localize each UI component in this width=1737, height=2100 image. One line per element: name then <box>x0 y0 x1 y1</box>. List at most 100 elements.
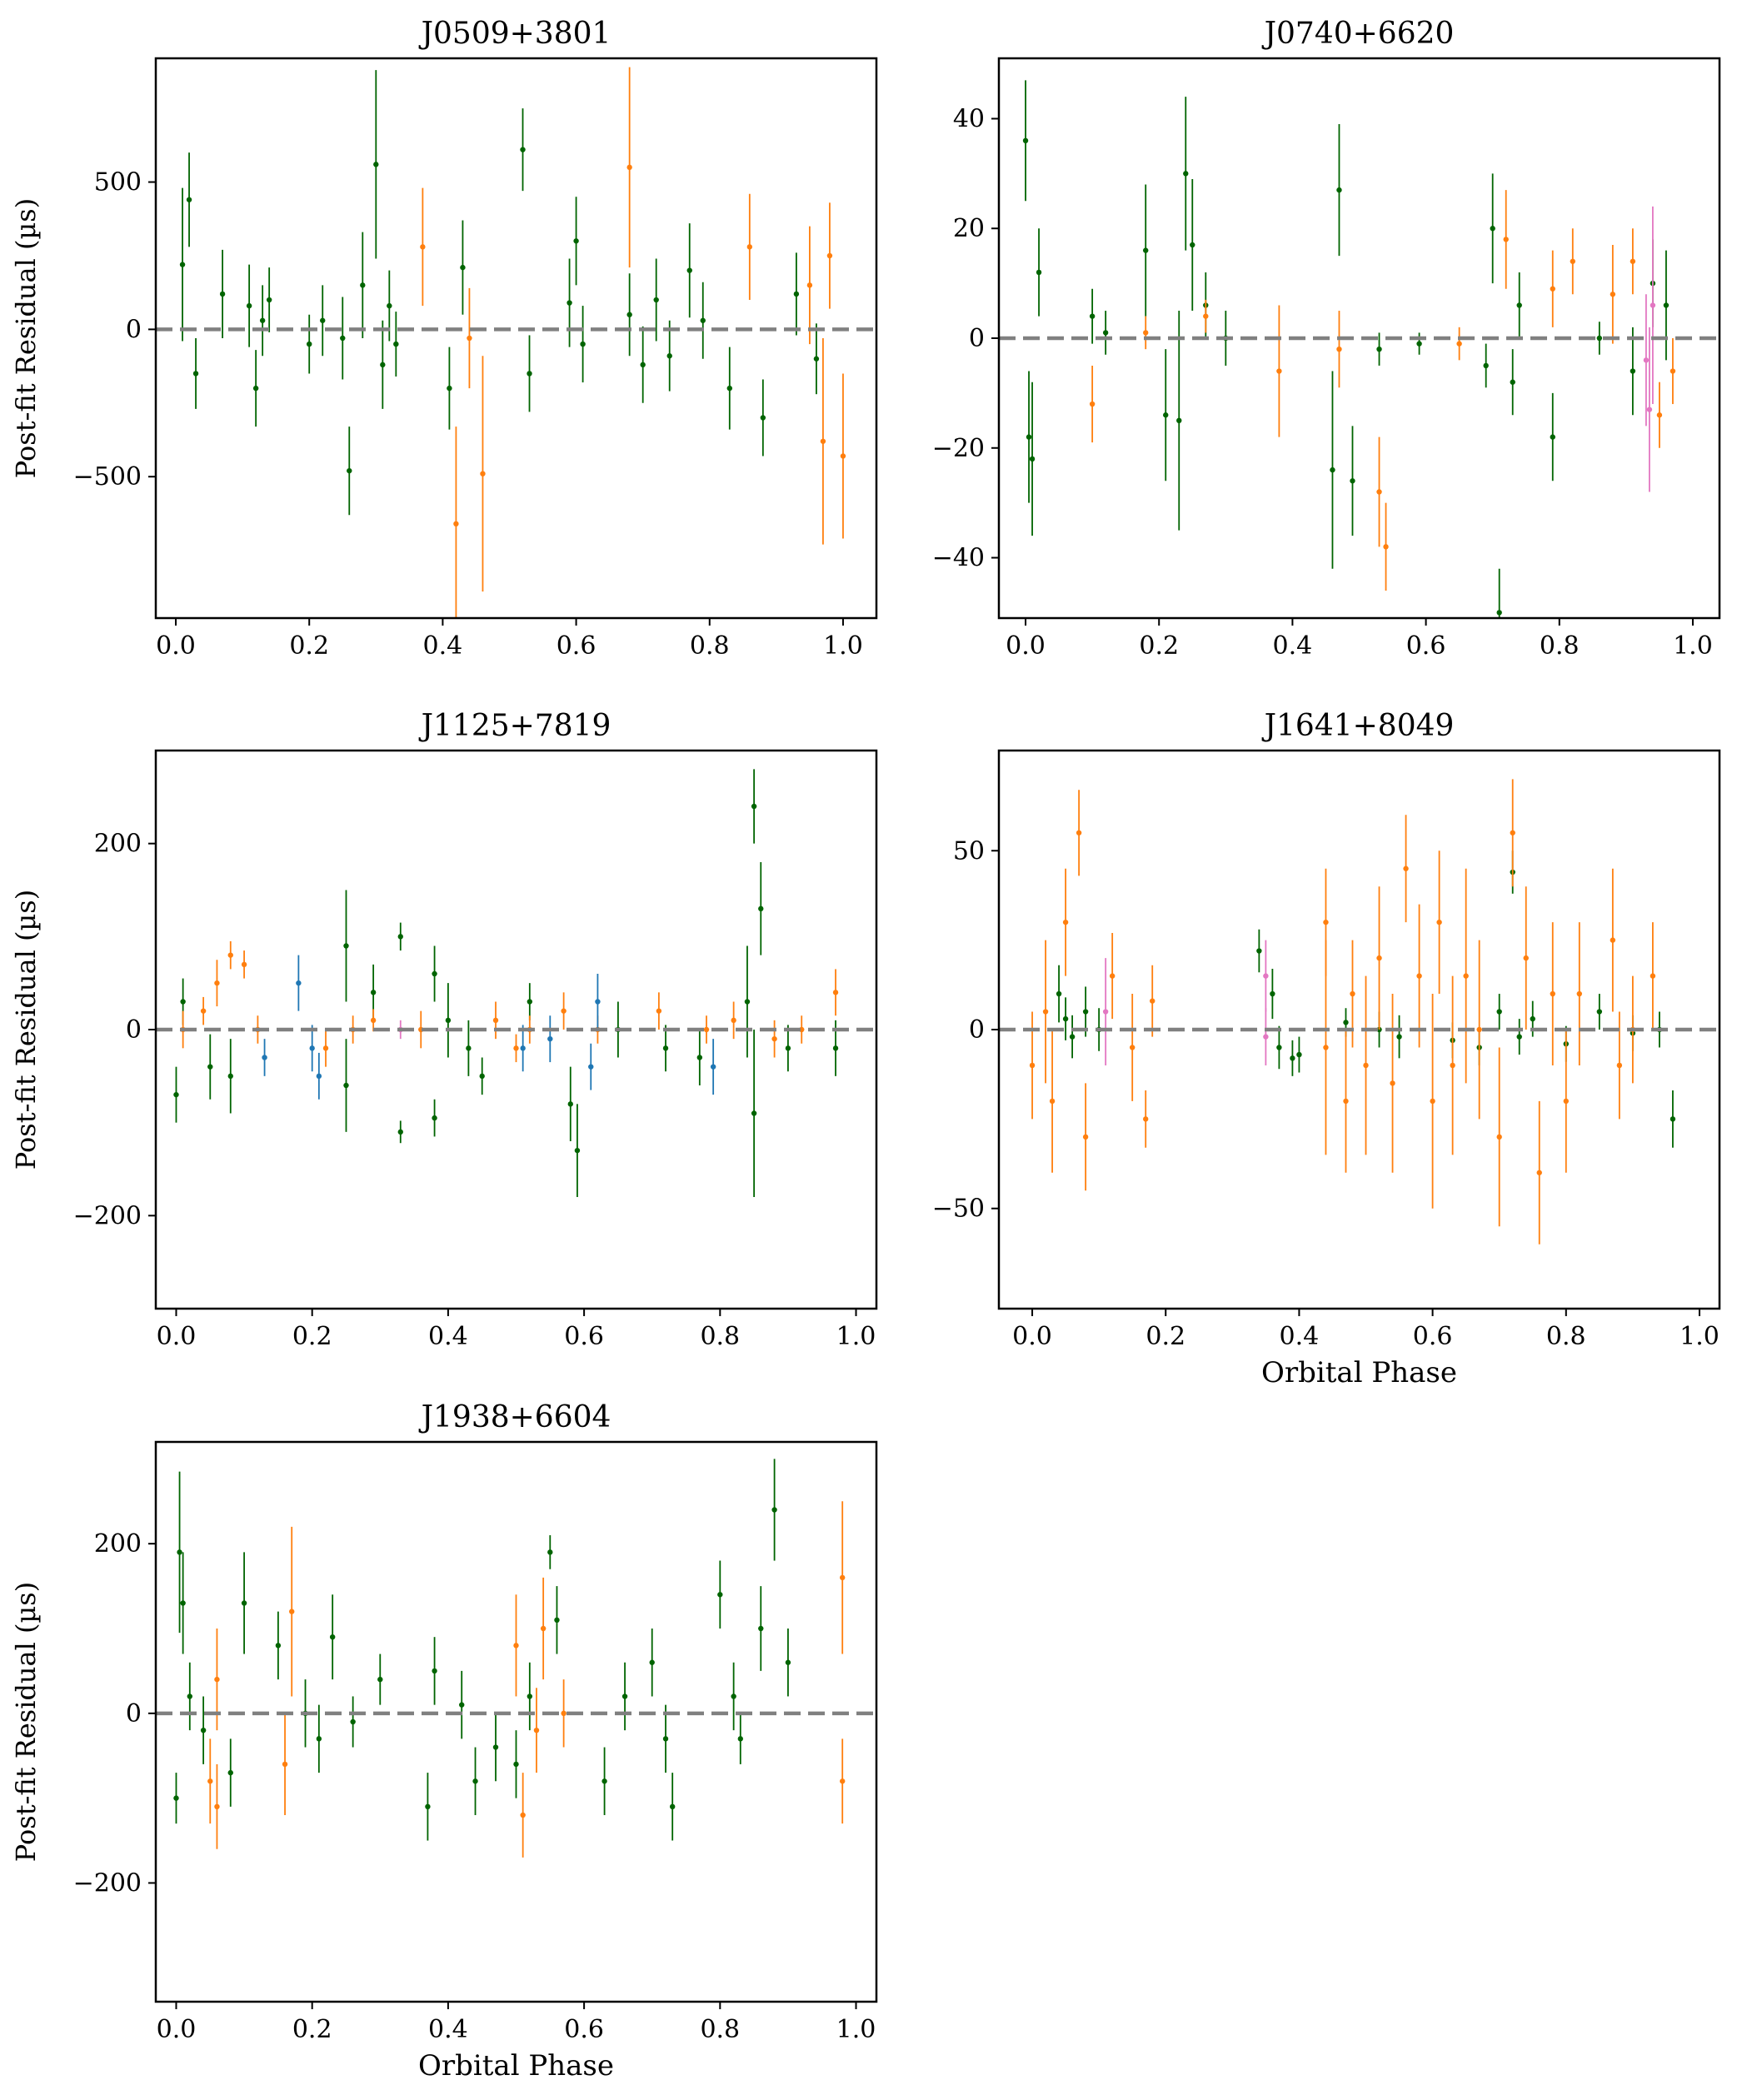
y-tick-label: 0 <box>126 1015 142 1045</box>
data-point <box>1670 368 1676 374</box>
data-point <box>1082 1009 1089 1015</box>
data-point <box>1496 1009 1502 1015</box>
panel-1: 0.0 0.2 0.4 0.6 0.8 1.0 −40 −20 0 20 40 J0740+6620 <box>932 17 1721 661</box>
data-point <box>1143 247 1149 253</box>
data-point <box>1376 489 1382 495</box>
data-point <box>700 317 706 323</box>
data-point <box>726 385 732 392</box>
plot-area <box>999 80 1720 618</box>
x-tick-label: 0.2 <box>1146 1322 1185 1351</box>
data-point <box>1029 1062 1036 1069</box>
panel-2: 0.0 0.2 0.4 0.6 0.8 1.0 −200 0 200 J1125+7819 Post… <box>10 709 878 1351</box>
x-tick-label: 0.6 <box>557 631 596 661</box>
data-point <box>259 317 266 323</box>
data-point <box>340 335 346 342</box>
data-point <box>1102 330 1109 336</box>
data-point <box>1163 412 1169 418</box>
data-point <box>343 943 349 949</box>
x-tick-label: 0.8 <box>1546 1322 1586 1351</box>
data-point <box>703 1026 710 1033</box>
data-point <box>1276 1045 1282 1050</box>
data-point <box>1436 919 1442 925</box>
data-point <box>1143 330 1149 336</box>
data-point <box>1663 302 1670 308</box>
data-point <box>1089 401 1096 407</box>
data-point <box>266 297 272 303</box>
data-point <box>200 1727 207 1733</box>
data-point <box>1109 973 1116 979</box>
data-point <box>758 1625 764 1632</box>
data-point <box>1129 1045 1136 1050</box>
data-point <box>1530 1015 1535 1022</box>
x-tick-label: 1.0 <box>1673 631 1713 661</box>
x-tick-label: 0.4 <box>428 1322 468 1351</box>
data-point <box>420 244 426 250</box>
plot-area <box>156 769 876 1197</box>
data-point <box>447 385 452 392</box>
chart-title: J1641+8049 <box>1261 709 1455 743</box>
x-tick-label: 0.4 <box>1280 1322 1320 1351</box>
data-point <box>1350 478 1355 484</box>
data-point <box>214 1676 220 1683</box>
series-pink <box>1102 940 1269 1065</box>
data-point <box>588 1064 594 1070</box>
data-point <box>1563 1098 1569 1105</box>
data-point <box>1296 1051 1302 1058</box>
data-point <box>626 312 632 317</box>
data-point <box>1550 286 1555 292</box>
data-point <box>840 453 846 459</box>
data-point <box>1550 990 1555 997</box>
data-point <box>1089 313 1096 319</box>
data-point <box>219 291 226 297</box>
data-point <box>432 1115 437 1121</box>
data-point <box>316 1073 322 1080</box>
data-point <box>186 197 192 202</box>
data-point <box>554 1617 560 1624</box>
x-axis-label: Orbital Phase <box>1261 1356 1457 1389</box>
data-point <box>626 164 632 171</box>
series-orange <box>1089 190 1676 591</box>
data-point <box>1550 434 1555 440</box>
data-point <box>1610 292 1616 297</box>
data-point <box>1042 1009 1049 1015</box>
data-point <box>832 1045 839 1051</box>
data-point <box>595 999 601 1005</box>
data-point <box>1203 313 1209 319</box>
data-point <box>1276 368 1282 374</box>
data-point <box>492 1744 499 1750</box>
data-point <box>370 990 377 995</box>
data-point <box>574 1147 581 1154</box>
data-point <box>192 371 199 377</box>
data-point <box>466 1045 472 1051</box>
data-point <box>527 371 532 377</box>
data-point <box>1343 1020 1349 1025</box>
data-point <box>1516 302 1522 308</box>
data-point <box>744 999 751 1005</box>
x-tick-label: 0.4 <box>428 2015 468 2044</box>
series-green <box>179 70 820 516</box>
data-point <box>1022 137 1029 144</box>
data-point <box>696 1055 703 1060</box>
data-point <box>1376 346 1382 352</box>
data-point <box>1476 1026 1482 1033</box>
series-orange <box>207 1501 846 1858</box>
data-point <box>820 438 826 444</box>
data-point <box>1336 346 1342 352</box>
data-point <box>380 362 386 368</box>
chart-title: J1938+6604 <box>418 1400 611 1434</box>
data-point <box>246 302 252 309</box>
data-point <box>207 1064 213 1070</box>
data-point <box>1403 865 1409 871</box>
series-orange <box>420 67 846 618</box>
data-point <box>649 1659 655 1665</box>
data-point <box>547 1549 553 1555</box>
axes-frame <box>154 57 878 620</box>
data-point <box>432 1668 437 1674</box>
y-tick-label: −50 <box>932 1195 985 1224</box>
data-point <box>731 1017 736 1024</box>
data-point <box>377 1676 383 1683</box>
data-point <box>1343 1098 1349 1105</box>
data-point <box>1496 610 1502 616</box>
data-point <box>839 1778 846 1784</box>
